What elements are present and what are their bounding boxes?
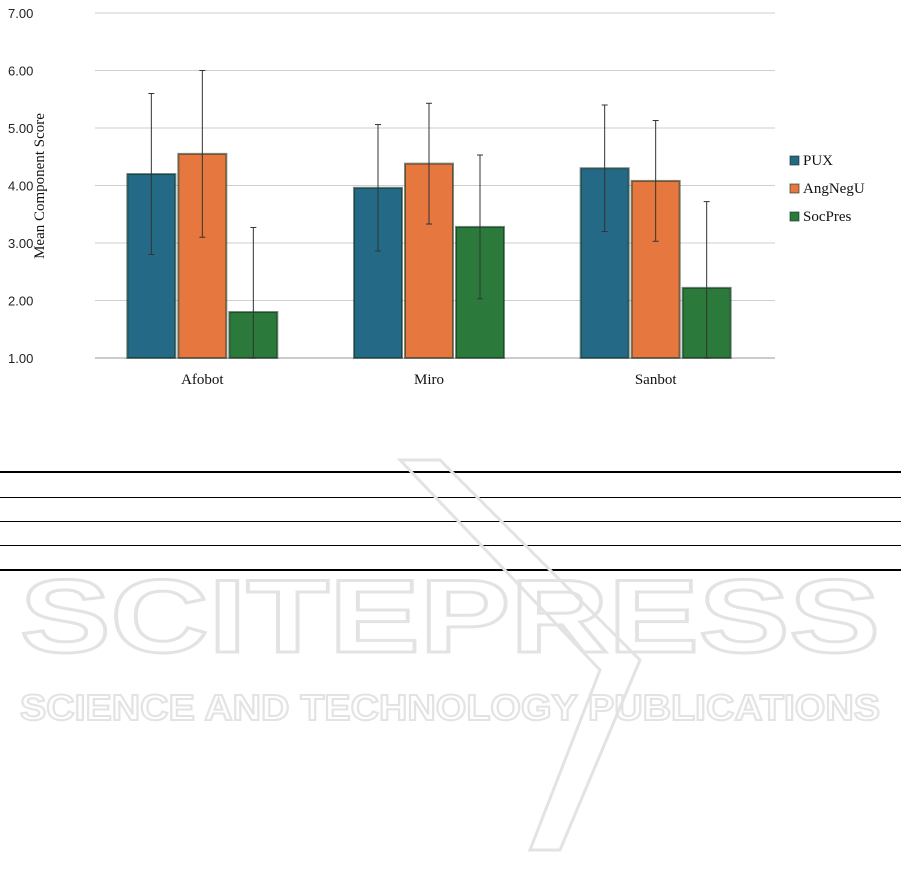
watermark-title: SCITEPRESS: [20, 559, 880, 675]
y-tick-label: 7.00: [8, 6, 33, 21]
bar-chart: 1.00 2.00 3.00 4.00 5.00 6.00 7.00 Afobot Miro S…: [8, 6, 865, 388]
y-tick-label: 1.00: [8, 351, 33, 366]
error-bars: [148, 70, 710, 359]
legend-label-pux: PUX: [803, 153, 833, 169]
publisher-watermark: SCITEPRESS SCIENCE AND TECHNOLOGY PUBLIC…: [19, 458, 882, 852]
legend: PUX AngNegU SocPres: [789, 153, 865, 225]
watermark-arrow-shape: [396, 458, 642, 852]
y-tick-labels: 1.00 2.00 3.00 4.00 5.00 6.00 7.00: [8, 6, 33, 366]
legend-swatch-angnegu: [789, 183, 800, 194]
legend-label-angnegu: AngNegU: [803, 181, 865, 197]
bar-angnegu-sanbot: [630, 179, 681, 359]
y-tick-label: 5.00: [8, 121, 33, 136]
table-bottom-rule: [0, 569, 901, 571]
x-category-labels: Afobot Miro Sanbot: [181, 372, 677, 388]
legend-label-socpres: SocPres: [803, 209, 851, 225]
x-category-label: Sanbot: [635, 372, 678, 388]
table-rule: [0, 545, 901, 546]
y-tick-label: 3.00: [8, 236, 33, 251]
table-rule: [0, 521, 901, 522]
watermark-subtitle: SCIENCE AND TECHNOLOGY PUBLICATIONS: [20, 687, 880, 728]
legend-swatch-pux: [789, 155, 800, 166]
bar-pux-sanbot: [579, 167, 630, 359]
x-category-label: Miro: [414, 372, 444, 388]
y-axis-title: Mean Component Score: [32, 113, 48, 259]
y-tick-label: 6.00: [8, 64, 33, 79]
table-rule: [0, 497, 901, 498]
legend-swatch-socpres: [789, 211, 800, 222]
x-category-label: Afobot: [181, 372, 224, 388]
y-tick-label: 4.00: [8, 179, 33, 194]
y-tick-label: 2.00: [8, 294, 33, 309]
table-top-rule: [0, 471, 901, 473]
